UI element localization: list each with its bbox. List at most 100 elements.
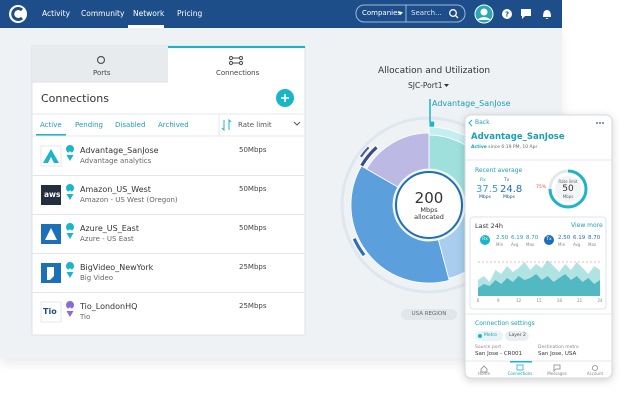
nav-item[interactable]: Pricing [177, 9, 203, 18]
logo-text: aws [44, 190, 61, 199]
search-icon[interactable] [449, 9, 457, 17]
logo-mark [11, 7, 24, 21]
rx-label: Rx [480, 178, 486, 183]
since: since 6:19 PM, 10 Apr [488, 145, 538, 150]
tx-badge [544, 235, 554, 245]
pin-hole [68, 151, 72, 155]
chip-label: Layer 2 [509, 332, 526, 338]
connection-name[interactable]: BigVideo_NewYork [80, 263, 154, 272]
gauge-arc [548, 169, 588, 209]
segment [350, 165, 450, 284]
connection-name[interactable]: Amazon_US_West [80, 185, 151, 194]
connection-subtitle: Tio [80, 313, 91, 321]
logo-mark [47, 267, 54, 280]
region-pill [401, 309, 457, 320]
segment [358, 145, 371, 159]
filter[interactable]: Active [40, 121, 62, 129]
region-label: USA REGION [411, 310, 447, 317]
rx-unit: Mbps [479, 195, 491, 200]
sort-icon[interactable] [221, 118, 232, 132]
bottom-icons [480, 364, 598, 373]
gauge-center [555, 176, 581, 202]
stat-label: Avg [511, 242, 519, 247]
stat-value: 2.50 [558, 235, 571, 241]
connection-name[interactable]: Advantage_SanJose [80, 146, 159, 155]
connection-subtitle: Big Video [80, 274, 114, 282]
rate-limit: 25Mbps [239, 302, 267, 310]
chip [475, 331, 503, 341]
search-input[interactable]: Search... [411, 9, 442, 17]
chevron[interactable] [293, 121, 301, 126]
chip [505, 331, 529, 341]
gauge-percent: 75% [536, 185, 547, 190]
segment [428, 120, 436, 128]
stat-value: 8.70 [526, 235, 539, 241]
filter[interactable]: Disabled [115, 121, 146, 129]
nav-item[interactable]: Network [133, 9, 165, 18]
search-scope[interactable]: Companies [362, 9, 402, 17]
caret [398, 12, 403, 15]
rx-value: 37.5 [476, 184, 499, 195]
connection-subtitle: Advantage analytics [80, 157, 152, 165]
filter[interactable]: Archived [158, 121, 189, 129]
filter[interactable]: Pending [75, 121, 103, 129]
section-title: Recent average [475, 167, 523, 174]
gauge-unit: Mbps [562, 194, 574, 199]
tab-active-bar [510, 361, 532, 363]
nav-item[interactable]: Community [81, 9, 125, 18]
port-select[interactable]: SJC-Port1 [408, 81, 443, 90]
tx-label: Tx [504, 178, 510, 183]
rate-limit: 25Mbps [239, 263, 267, 271]
company-logo [41, 185, 61, 205]
bottom-tab[interactable]: Home [478, 371, 490, 376]
more-icon[interactable] [596, 122, 604, 124]
stat-value: 6.19 [511, 235, 524, 241]
connections-card [31, 45, 306, 336]
view-more[interactable]: View more [571, 222, 603, 229]
bottom-tab[interactable]: Messages [547, 371, 567, 376]
search-icon-handle [455, 15, 459, 19]
connection-name[interactable]: Tio_LondonHQ [80, 302, 138, 311]
segment [359, 144, 379, 168]
field-value: San Jose, USA [538, 351, 577, 357]
pin-hole [68, 268, 72, 272]
ports-icon [96, 55, 106, 65]
bell-icon[interactable] [543, 10, 551, 19]
chart-title: Allocation and Utilization [378, 66, 491, 76]
stat-label: Min [496, 242, 504, 247]
pin-hole [68, 229, 72, 233]
caret[interactable] [444, 84, 449, 87]
tab[interactable]: Ports [93, 69, 111, 77]
field-value: San Jose - CR001 [475, 351, 522, 357]
chat-icon[interactable] [521, 9, 531, 19]
back-icon[interactable] [468, 119, 473, 127]
segment [351, 237, 367, 258]
x-axis-label: 15 [536, 298, 542, 303]
stat-label: Max [588, 242, 597, 247]
sort-label[interactable]: Rate limit [238, 121, 272, 129]
x-axis-label: 6 [476, 298, 480, 303]
last24-title: Last 24h [475, 222, 503, 230]
tx-value: 24.8 [500, 184, 523, 195]
search-box[interactable] [355, 4, 466, 23]
connections-icon [228, 55, 244, 66]
highlight-label: Advantage_SanJose [432, 99, 511, 108]
logo-mark [43, 149, 59, 163]
stat-value: 6.19 [573, 235, 586, 241]
help-icon[interactable] [502, 9, 512, 19]
nav-item[interactable]: Activity [42, 9, 71, 18]
tab[interactable]: Connections [216, 69, 260, 77]
connection-name[interactable]: Azure_US_East [80, 224, 139, 233]
bottom-tab[interactable]: Connections [507, 371, 533, 376]
center-value: 200 [414, 189, 444, 207]
back[interactable]: Back [475, 119, 490, 126]
ports-tab[interactable] [32, 46, 168, 82]
bottom-tab[interactable]: Account [586, 371, 604, 376]
connection-subtitle: Azure - US East [80, 235, 134, 243]
add-glyph [281, 94, 289, 102]
center-unit: Mbps [420, 206, 438, 214]
gauge-label: Rate limit [558, 179, 578, 184]
rate-limit: 50Mbps [239, 224, 267, 232]
tab-active-bar [168, 46, 305, 48]
